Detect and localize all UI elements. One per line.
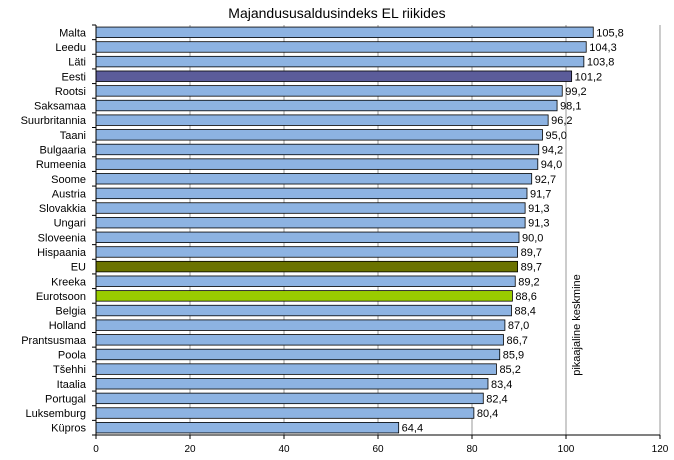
category-label: Itaalia <box>57 379 87 391</box>
category-label: Belgia <box>55 306 86 318</box>
category-label: Slovakkia <box>39 203 87 215</box>
bar <box>95 41 587 53</box>
value-label: 87,0 <box>508 320 529 332</box>
value-label: 91,3 <box>528 203 549 215</box>
x-axis: 0 20 40 60 80 100 120 <box>92 24 669 455</box>
bar <box>95 55 585 68</box>
bar <box>95 407 475 419</box>
value-label: 99,2 <box>565 86 586 98</box>
reference-line-group: pikaajaline keskmine <box>571 274 583 376</box>
value-label: 88,4 <box>514 306 535 318</box>
value-label: 98,1 <box>560 101 581 113</box>
category-label: Rootsi <box>55 86 86 98</box>
value-label: 91,7 <box>530 188 551 200</box>
bar <box>95 70 573 82</box>
bar <box>95 290 513 302</box>
value-label: 85,9 <box>503 349 524 361</box>
bar <box>95 422 400 434</box>
category-label: Luksemburg <box>25 408 86 420</box>
bar <box>95 275 516 287</box>
category-label: Rumeenia <box>36 159 87 171</box>
bar <box>95 202 526 214</box>
x-tick-label: 60 <box>372 444 384 455</box>
category-label: Bulgaaria <box>40 144 87 156</box>
value-label: 105,8 <box>596 27 624 39</box>
bar <box>95 99 558 112</box>
bar <box>95 158 539 170</box>
value-label: 82,4 <box>486 393 507 405</box>
bar <box>95 363 497 375</box>
category-label: Suurbritannia <box>21 115 87 127</box>
value-label: 101,2 <box>575 71 603 83</box>
bar <box>95 114 549 126</box>
category-label: EU <box>71 262 86 274</box>
value-label: 94,0 <box>541 159 562 171</box>
value-label: 104,3 <box>589 42 617 54</box>
category-label: Poola <box>58 349 87 361</box>
category-label: Austria <box>52 188 87 200</box>
bar <box>95 378 489 390</box>
value-label: 91,3 <box>528 218 549 230</box>
category-label: Eurotsoon <box>36 291 86 303</box>
bar <box>95 143 540 156</box>
bar <box>95 392 484 405</box>
x-tick-label: 100 <box>558 444 575 455</box>
value-label: 92,7 <box>535 174 556 186</box>
value-label: 86,7 <box>506 335 527 347</box>
bar <box>95 231 520 243</box>
bar <box>95 26 594 38</box>
category-label: Taani <box>60 130 86 142</box>
bar <box>95 217 526 229</box>
value-label: 64,4 <box>402 423 423 435</box>
x-tick-label: 20 <box>184 444 196 455</box>
x-tick-label: 0 <box>93 444 99 455</box>
bar <box>95 187 528 200</box>
bar <box>95 85 563 97</box>
reference-line-label: pikaajaline keskmine <box>571 274 583 376</box>
category-label: Soome <box>51 174 86 186</box>
bar <box>95 319 506 331</box>
category-label: Portugal <box>45 393 86 405</box>
category-label: Eesti <box>62 71 86 83</box>
value-label: 103,8 <box>587 57 615 69</box>
category-label: Küpros <box>51 423 86 435</box>
category-label: Läti <box>68 57 86 69</box>
bar <box>95 304 512 317</box>
value-label: 96,2 <box>551 115 572 127</box>
category-label: Ungari <box>54 218 86 230</box>
bar <box>95 334 504 346</box>
value-label: 89,7 <box>521 262 542 274</box>
category-label: Tšehhi <box>53 364 86 376</box>
category-label: Prantsusmaa <box>21 335 87 347</box>
category-label: Saksamaa <box>34 101 87 113</box>
bar <box>95 348 501 361</box>
value-label: 89,7 <box>521 247 542 259</box>
category-label: Hispaania <box>37 247 87 259</box>
bar <box>95 246 518 258</box>
value-label: 85,2 <box>499 364 520 376</box>
chart-title: Majandususaldusindeks EL riikides <box>228 5 445 21</box>
bar <box>95 173 533 185</box>
x-tick-label: 80 <box>466 444 478 455</box>
value-label: 89,2 <box>518 276 539 288</box>
value-label: 95,0 <box>546 130 567 142</box>
bar <box>95 260 518 273</box>
category-label: Holland <box>49 320 86 332</box>
category-label: Kreeka <box>51 276 87 288</box>
category-label: Malta <box>59 27 87 39</box>
value-label: 90,0 <box>522 232 543 244</box>
value-label: 80,4 <box>477 408 498 420</box>
x-tick-label: 40 <box>278 444 290 455</box>
x-tick-label: 120 <box>652 444 669 455</box>
value-label: 94,2 <box>542 144 563 156</box>
value-label: 83,4 <box>491 379 512 391</box>
bar <box>95 129 543 141</box>
category-label: Sloveenia <box>38 232 87 244</box>
bar-layer: Malta 105,8 Leedu 104,3 Läti 103,8 Eesti 101,2 R… <box>21 26 624 435</box>
value-label: 88,6 <box>515 291 536 303</box>
category-label: Leedu <box>55 42 86 54</box>
